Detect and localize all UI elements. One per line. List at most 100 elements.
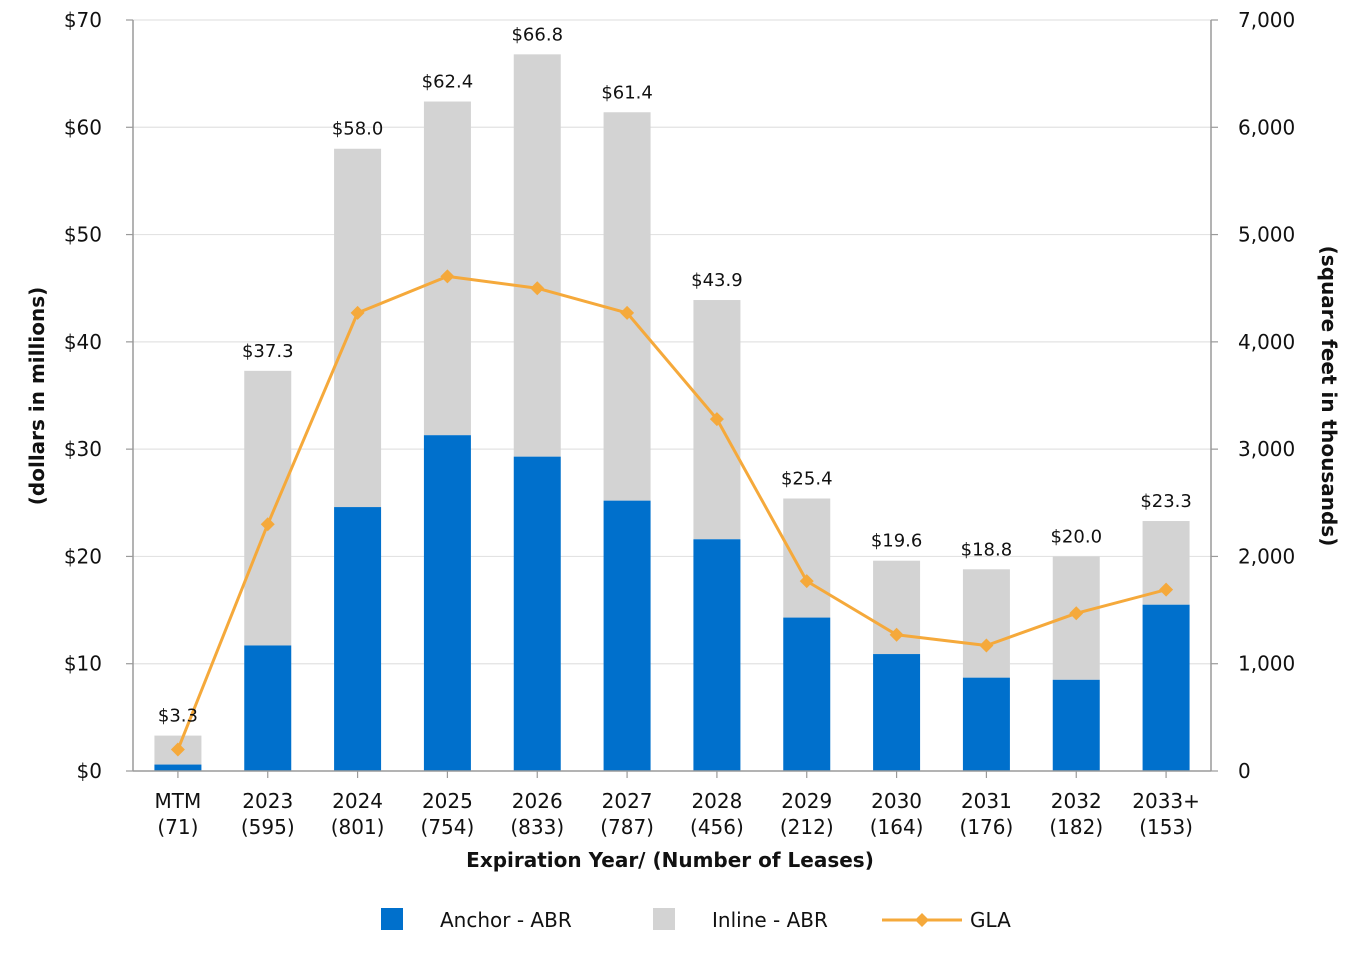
gla-point xyxy=(979,638,994,653)
y2-tick-label: 2,000 xyxy=(1238,544,1295,568)
y-tick-label: $10 xyxy=(64,652,102,676)
y-axis-title: (dollars in millions) xyxy=(25,287,49,505)
x-category-label: 2024 xyxy=(332,789,383,813)
x-lease-count-label: (71) xyxy=(157,815,198,839)
gla-point xyxy=(889,627,904,642)
bar-total-label: $18.8 xyxy=(961,539,1013,560)
bar-anchor-abr xyxy=(1052,679,1100,771)
bar-total-label: $58.0 xyxy=(332,119,384,140)
gla-point xyxy=(709,412,724,427)
gla-point xyxy=(350,305,365,320)
x-category-label: 2032 xyxy=(1051,789,1102,813)
bar-anchor-abr xyxy=(513,456,561,771)
x-lease-count-label: (787) xyxy=(600,815,654,839)
x-category-label: 2029 xyxy=(781,789,832,813)
y-tick-label: $40 xyxy=(64,330,102,354)
x-lease-count-label: (833) xyxy=(510,815,564,839)
x-lease-count-label: (456) xyxy=(690,815,744,839)
legend-anchor-label: Anchor - ABR xyxy=(440,908,572,932)
gla-point xyxy=(260,517,275,532)
bar-total-label: $43.9 xyxy=(691,270,743,291)
legend-gla-marker xyxy=(915,913,929,927)
bar-anchor-abr xyxy=(423,435,471,771)
gla-point xyxy=(799,574,814,589)
bar-total-label: $23.3 xyxy=(1140,491,1192,512)
y2-tick-label: 7,000 xyxy=(1238,8,1295,32)
bar-anchor-abr xyxy=(693,539,741,771)
bar-anchor-abr xyxy=(603,500,651,771)
x-category-label: 2031 xyxy=(961,789,1012,813)
gla-point xyxy=(440,269,455,284)
x-category-label: 2023 xyxy=(242,789,293,813)
bar-total-label: $3.3 xyxy=(158,706,198,727)
bar-anchor-abr xyxy=(244,645,292,771)
bar-total-label: $19.6 xyxy=(871,531,923,552)
y-tick-label: $30 xyxy=(64,437,102,461)
x-lease-count-label: (801) xyxy=(331,815,385,839)
legend-inline-swatch xyxy=(653,908,675,930)
bar-anchor-abr xyxy=(154,764,202,771)
bar-anchor-abr xyxy=(962,677,1010,771)
y2-tick-label: 3,000 xyxy=(1238,437,1295,461)
x-category-label: MTM xyxy=(155,789,202,813)
x-category-label: 2028 xyxy=(691,789,742,813)
bar-inline-abr xyxy=(962,569,1010,678)
bar-total-label: $66.8 xyxy=(511,24,563,45)
data-labels: $3.3 $37.3 $58.0 $62.4 $66.8 $61.4 $43.9 $25.4 $… xyxy=(158,24,1192,726)
bar-inline-abr xyxy=(244,370,292,646)
x-category-label: 2033+ xyxy=(1132,789,1200,813)
bar-total-label: $25.4 xyxy=(781,468,833,489)
y-tick-label: $60 xyxy=(64,115,102,139)
x-category-label: 2030 xyxy=(871,789,922,813)
bars xyxy=(154,54,1190,771)
bar-inline-abr xyxy=(423,101,471,436)
bar-total-label: $20.0 xyxy=(1050,526,1102,547)
bar-inline-abr xyxy=(783,498,831,618)
gla-point xyxy=(530,281,545,296)
gla-point xyxy=(1159,582,1174,597)
ticks: $0 $10 $20 $30 $40 $50 $60 $70 0 1,000 2,000 3,000 4… xyxy=(64,8,1295,839)
y-tick-label: $70 xyxy=(64,8,102,32)
bar-total-label: $61.4 xyxy=(601,82,653,103)
y-tick-label: $20 xyxy=(64,544,102,568)
gridlines xyxy=(133,19,1211,665)
x-category-label: 2025 xyxy=(422,789,473,813)
x-lease-count-label: (176) xyxy=(960,815,1014,839)
legend-anchor-swatch xyxy=(381,908,403,930)
y2-tick-label: 0 xyxy=(1238,759,1251,783)
gla-line-series xyxy=(170,269,1174,757)
legend-inline-label: Inline - ABR xyxy=(712,908,828,932)
axes xyxy=(132,20,1212,772)
bar-anchor-abr xyxy=(334,507,382,771)
x-lease-count-label: (595) xyxy=(241,815,295,839)
x-lease-count-label: (182) xyxy=(1049,815,1103,839)
gla-point xyxy=(620,305,635,320)
y2-tick-label: 5,000 xyxy=(1238,223,1295,247)
gla-line xyxy=(176,274,1167,751)
bar-inline-abr xyxy=(513,54,561,457)
legend-gla-label: GLA xyxy=(970,908,1011,932)
bar-anchor-abr xyxy=(1142,604,1190,771)
gla-point xyxy=(1069,606,1084,621)
bar-anchor-abr xyxy=(873,654,921,771)
x-axis-title: Expiration Year/ (Number of Leases) xyxy=(466,848,874,872)
x-lease-count-label: (153) xyxy=(1139,815,1193,839)
y2-tick-label: 1,000 xyxy=(1238,652,1295,676)
x-category-label: 2027 xyxy=(602,789,653,813)
bar-total-label: $37.3 xyxy=(242,341,294,362)
gla-point xyxy=(170,742,185,757)
y-tick-label: $0 xyxy=(77,759,102,783)
y2-tick-label: 6,000 xyxy=(1238,115,1295,139)
bar-inline-abr xyxy=(334,148,382,508)
x-category-label: 2026 xyxy=(512,789,563,813)
y-tick-label: $50 xyxy=(64,223,102,247)
x-lease-count-label: (164) xyxy=(870,815,924,839)
legend: Anchor - ABR Inline - ABR GLA xyxy=(381,908,1011,932)
y2-tick-label: 4,000 xyxy=(1238,330,1295,354)
x-lease-count-label: (212) xyxy=(780,815,834,839)
bar-anchor-abr xyxy=(783,617,831,771)
x-lease-count-label: (754) xyxy=(421,815,475,839)
bar-total-label: $62.4 xyxy=(422,72,474,93)
